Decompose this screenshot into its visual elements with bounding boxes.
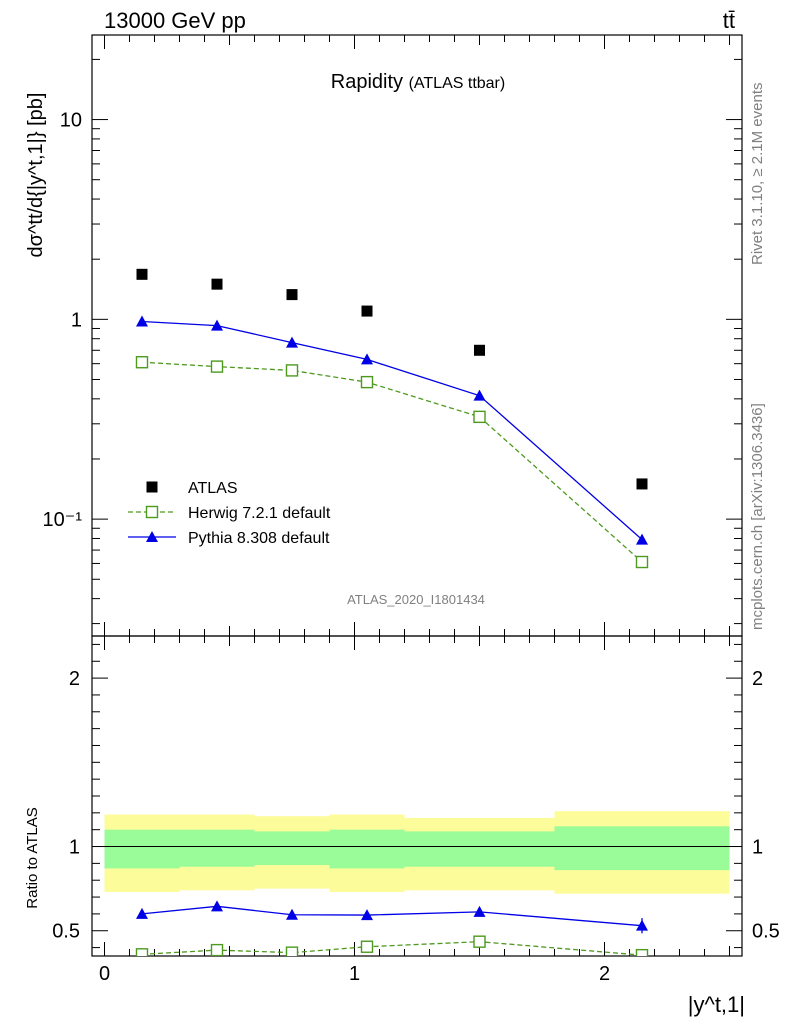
legend-label-1: Herwig 7.2.1 default — [188, 505, 331, 522]
main-series-line-1 — [141, 361, 643, 563]
ratio-series-1-point-0 — [135, 948, 149, 956]
main-series-1-point-5 — [635, 555, 649, 569]
main-series-2-point-4 — [473, 389, 486, 401]
ratio-band-green-2 — [254, 831, 330, 866]
main-subtitle-text: (ATLAS ttbar) — [409, 75, 506, 92]
legend-label-2: Pythia 8.308 default — [188, 530, 330, 547]
legend-marker-1 — [145, 505, 159, 519]
ratio-series-line-1 — [141, 941, 643, 956]
header-left: 13000 GeV pp — [104, 8, 246, 33]
main-series-line-2 — [141, 320, 643, 541]
ratio-band-green-0 — [104, 829, 180, 869]
ratio-series-line-0 — [141, 905, 643, 927]
ratio-series-group — [135, 900, 649, 956]
main-series-1-point-4 — [473, 410, 486, 424]
main-series-0-point-2 — [286, 289, 298, 301]
x-axis-label: |y^t,1| — [688, 992, 745, 1017]
ratio-series-1-point-3 — [360, 940, 374, 953]
main-series-1-point-1 — [210, 360, 224, 373]
main-series-1-point-0 — [135, 356, 149, 369]
ratio-y-tick-label-left-0: 0.5 — [52, 921, 80, 943]
ratio-band-green-5 — [554, 826, 730, 871]
legend-marker-2 — [146, 531, 158, 542]
main-series-2-point-3 — [361, 353, 373, 365]
x-tick-label-1: 1 — [349, 963, 360, 985]
ratio-y-tick-label-right-2: 2 — [752, 668, 763, 690]
main-y-axis-label: dσ^tt/d{|y^t,1|} [pb] — [25, 93, 47, 258]
ratio-frame — [91, 635, 743, 957]
ratio-y-axis-label: Ratio to ATLAS — [24, 807, 41, 908]
main-series-0-point-5 — [636, 478, 648, 490]
main-series-2-point-5 — [636, 533, 648, 545]
ratio-y-tick-label-right-0: 0.5 — [752, 921, 780, 943]
main-series-1-point-2 — [285, 364, 299, 377]
ratio-series-0-point-2 — [286, 908, 298, 920]
ratio-series-0-point-5 — [636, 919, 648, 931]
ratio-band-green-1 — [179, 829, 255, 867]
main-series-1-point-3 — [360, 375, 374, 389]
main-y-tick-label-0: 10⁻¹ — [43, 509, 83, 531]
main-title: Rapidity (ATLAS ttbar) — [331, 71, 505, 93]
x-tick-label-0: 0 — [99, 963, 110, 985]
rivet-label: Rivet 3.1.10, ≥ 2.1M events — [749, 83, 766, 266]
ratio-series-0-point-0 — [136, 907, 148, 919]
ratio-series-0-point-4 — [473, 905, 486, 917]
main-y-tick-label-1: 1 — [71, 309, 82, 331]
main-series-0-point-3 — [361, 305, 373, 317]
ratio-series-0-point-3 — [361, 909, 373, 921]
ratio-band-green-3 — [329, 829, 405, 869]
ratio-plot: 0 1 2 0.5 0.5 1 1 2 2 — [52, 635, 780, 985]
main-series-2-point-1 — [211, 319, 223, 331]
main-series-2-point-0 — [136, 315, 148, 327]
ratio-series-1-point-2 — [285, 946, 299, 956]
main-title-text: Rapidity — [331, 71, 403, 93]
ratio-y-tick-label-left-1: 1 — [69, 837, 80, 859]
mcplots-label: mcplots.cern.ch [arXiv:1306.3436] — [749, 403, 766, 630]
ratio-y-tick-label-right-1: 1 — [752, 837, 763, 859]
x-tick-label-2: 2 — [599, 963, 610, 985]
legend-label-0: ATLAS — [188, 480, 238, 497]
ratio-series-1-point-1 — [210, 943, 224, 956]
main-y-axis-text: dσ^tt/d{|y^t,1|} [pb] — [25, 93, 47, 258]
main-series-0-point-4 — [474, 344, 485, 356]
main-plot: 10⁻¹ 1 10 — [43, 34, 743, 650]
ratio-y-tick-label-left-2: 2 — [69, 668, 80, 690]
main-series-2-point-2 — [286, 336, 298, 348]
main-y-tick-label-2: 10 — [60, 110, 82, 132]
ratio-series-1-point-5 — [635, 948, 649, 956]
ratio-band-green-4 — [404, 831, 555, 867]
legend-marker-0 — [146, 481, 158, 493]
legend: ATLAS Herwig 7.2.1 default Pythia 8.308 de… — [128, 480, 331, 547]
main-series-0-point-1 — [211, 278, 223, 290]
ratio-series-0-point-1 — [211, 900, 223, 912]
analysis-watermark: ATLAS_2020_I1801434 — [347, 592, 485, 607]
header-right: tt̄ — [723, 8, 735, 33]
main-series-0-point-0 — [136, 268, 148, 280]
ratio-series-1-point-4 — [473, 935, 486, 948]
